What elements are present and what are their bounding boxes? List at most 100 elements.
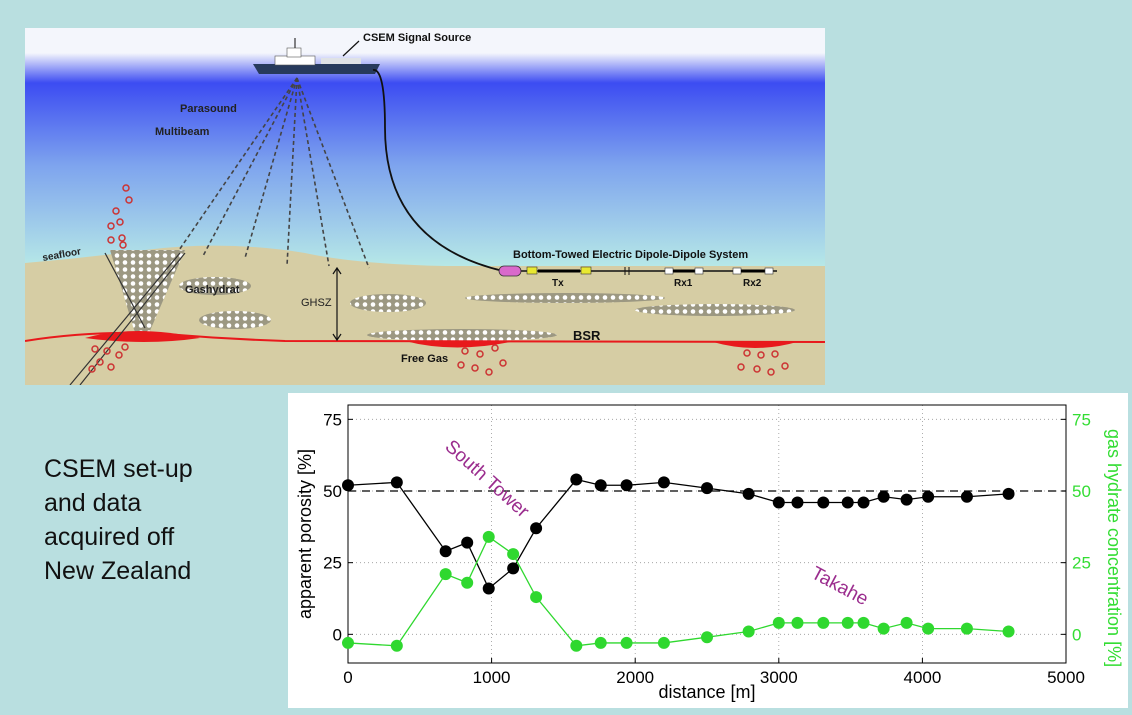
hydrate-series-point [791, 616, 804, 629]
y-right-tick-label: 75 [1072, 410, 1091, 429]
csem-setup-diagram: CSEM Signal Source Parasound Multibeam s… [25, 28, 825, 385]
porosity-series-point [482, 582, 495, 595]
ocean [25, 28, 825, 278]
towed-dipole-array [498, 265, 777, 277]
porosity-series-point [960, 490, 973, 503]
y-left-tick-label: 75 [323, 410, 342, 429]
porosity-series-point [342, 479, 354, 492]
hydrate-series-point [857, 616, 870, 629]
y-right-tick-label: 0 [1072, 625, 1081, 644]
parasound-label: Parasound [180, 103, 237, 115]
ghsz-label: GHSZ [301, 297, 332, 309]
free-gas-pocket-3 [713, 342, 797, 348]
x-tick-label: 4000 [903, 668, 941, 687]
y-left-tick-label: 50 [323, 482, 342, 501]
plot-frame [347, 404, 1067, 664]
y-right-tick-label: 25 [1072, 554, 1091, 573]
x-tick-label: 0 [343, 668, 352, 687]
signal-source-arrow [342, 40, 360, 57]
sonar-beams [174, 77, 370, 269]
y-left-tick-label: 25 [323, 554, 342, 573]
slide-caption: CSEM set-up and data acquired off New Ze… [44, 452, 274, 588]
hydrate-series-point [620, 636, 633, 649]
hydrate-series-point [900, 616, 913, 629]
caption-line: CSEM set-up [44, 455, 193, 483]
tx-electrode-2 [580, 266, 592, 275]
annotation-south-tower: South Tower [441, 436, 534, 522]
tow-fish [498, 265, 522, 277]
caption-line: and data [44, 489, 142, 517]
hydrate-series-point [594, 636, 607, 649]
free-gas-pocket-2 [405, 341, 515, 348]
hydrate-series-point [1002, 625, 1015, 638]
gashydrat-label: Gashydrat [185, 284, 240, 296]
y-right-tick-label: 50 [1072, 482, 1091, 501]
rx1-label: Rx1 [674, 278, 693, 289]
free-gas-pocket-1 [85, 331, 200, 342]
y-axis-left-label: apparent porosity [%] [295, 449, 315, 619]
hydrate-series-point [657, 636, 670, 649]
porosity-series-point [857, 496, 870, 509]
hydrate-series-point [877, 622, 890, 635]
hydrate-series-point [742, 625, 755, 638]
porosity-series-point [900, 493, 913, 506]
hydrate-series-point [507, 548, 520, 561]
porosity-series-point [620, 479, 633, 492]
rx2-electrode-2 [764, 267, 774, 275]
hydrate-series-point [570, 639, 583, 652]
x-tick-label: 5000 [1047, 668, 1085, 687]
hydrate-series-point [342, 636, 354, 649]
porosity-series-point [922, 490, 935, 503]
porosity-series-point [742, 487, 755, 500]
caption-line: acquired off [44, 523, 175, 551]
annotation-takahe: Takahe [808, 563, 872, 610]
tx-label: Tx [552, 278, 564, 289]
bsr-label: BSR [573, 328, 601, 343]
survey-ship [253, 38, 380, 74]
towed-system-label: Bottom-Towed Electric Dipole-Dipole Syst… [513, 249, 748, 261]
porosity-hydrate-chart: 0 1000 2000 3000 4000 5000 0 25 50 75 0 25 50 75 dist… [295, 404, 1124, 702]
signal-source-label: CSEM Signal Source [363, 32, 471, 44]
hydrate-series-point [772, 616, 785, 629]
porosity-hydrate-chart-panel: 0 1000 2000 3000 4000 5000 0 25 50 75 0 25 50 75 dist… [288, 393, 1128, 708]
porosity-series-point [791, 496, 804, 509]
porosity-series-point [461, 536, 474, 549]
tx-electrode-1 [526, 266, 538, 275]
porosity-series-point [530, 522, 543, 535]
porosity-series-point [657, 476, 670, 489]
y-left-tick-label: 0 [333, 625, 342, 644]
porosity-series-point [390, 476, 403, 489]
porosity-series-point [701, 482, 713, 495]
porosity-series-point [877, 490, 890, 503]
hydrate-series-point [390, 639, 403, 652]
x-tick-label: 2000 [616, 668, 654, 687]
hydrate-series-point [530, 591, 543, 604]
y-axis-right-label: gas hydrate concentration [%] [1104, 429, 1124, 667]
hydrate-series-point [922, 622, 935, 635]
porosity-series-point [1002, 487, 1015, 500]
hydrate-series-point [482, 530, 495, 543]
porosity-series-point [817, 496, 830, 509]
porosity-series-point [841, 496, 854, 509]
hydrate-series-point [461, 576, 474, 589]
hydrate-series-point [701, 631, 713, 644]
porosity-series-point [570, 473, 583, 486]
porosity-series-point [772, 496, 785, 509]
gas-hydrate-lenses [110, 250, 795, 341]
rx2-electrode-1 [732, 267, 742, 275]
caption-line: New Zealand [44, 557, 192, 585]
tow-cable [372, 69, 504, 272]
hydrate-series-point [960, 622, 973, 635]
x-axis-label: distance [m] [658, 682, 755, 702]
porosity-series-point [439, 545, 452, 558]
gas-bubbles [88, 184, 789, 376]
rx1-electrode-2 [694, 267, 704, 275]
hydrate-series-point [841, 616, 854, 629]
x-tick-label: 1000 [473, 668, 511, 687]
porosity-series-point [594, 479, 607, 492]
x-tick-label: 3000 [760, 668, 798, 687]
porosity-series-point [507, 562, 520, 575]
hydrate-series-point [817, 616, 830, 629]
rx1-electrode-1 [664, 267, 674, 275]
hydrate-series-point [439, 568, 452, 581]
